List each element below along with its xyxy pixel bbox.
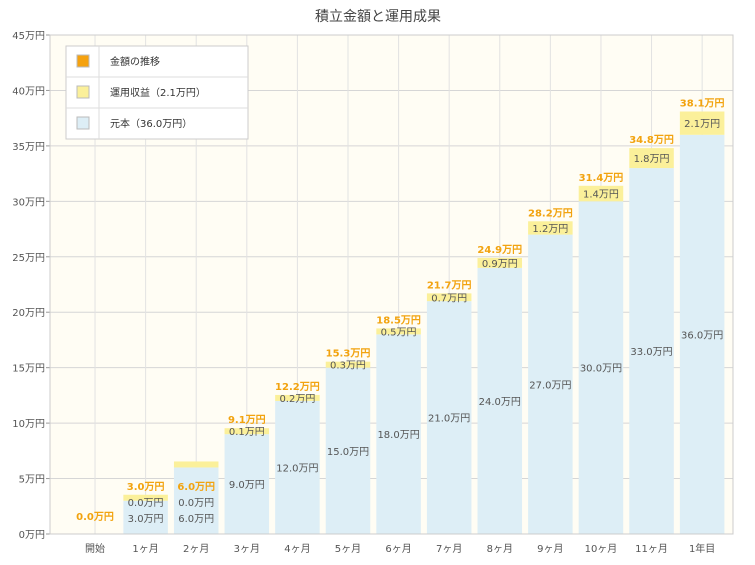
y-tick-label: 5万円: [19, 475, 45, 486]
profit-value-label: 0.3万円: [330, 361, 366, 372]
profit-bar: [679, 111, 725, 135]
profit-value-label: 1.2万円: [532, 224, 568, 235]
x-tick-label: 2ヶ月: [183, 543, 209, 555]
y-tick-label: 0万円: [19, 530, 45, 541]
total-value-label: 0.0万円: [76, 511, 114, 523]
total-value-label: 6.0万円: [177, 481, 215, 493]
y-tick-label: 25万円: [12, 253, 45, 264]
total-value-label: 3.0万円: [127, 481, 165, 493]
profit-bar: [477, 257, 523, 268]
x-tick-label: 9ヶ月: [537, 543, 563, 555]
legend-swatch: [76, 85, 90, 99]
principal-bar: [173, 467, 219, 534]
x-tick-label: 4ヶ月: [284, 543, 310, 555]
principal-value-label: 9.0万円: [229, 480, 265, 491]
plot-frame: [49, 34, 734, 535]
profit-value-label: 0.1万円: [229, 427, 265, 438]
principal-value-label: 12.0万円: [276, 463, 318, 474]
profit-value-label: 0.7万円: [431, 293, 467, 304]
profit-value-label: 2.1万円: [684, 119, 720, 130]
principal-value-label: 21.0万円: [428, 414, 470, 425]
principal-bar: [376, 334, 421, 534]
principal-value-label: 18.0万円: [377, 430, 419, 441]
x-tick-label: 3ヶ月: [234, 543, 260, 555]
total-value-label: 28.2万円: [528, 207, 573, 219]
principal-bar: [426, 301, 472, 534]
x-tick-label: 10ヶ月: [585, 543, 618, 555]
principal-value-label: 33.0万円: [630, 347, 672, 358]
y-tick-label: 20万円: [12, 308, 45, 319]
legend-swatch: [76, 116, 90, 130]
principal-value-label: 27.0万円: [529, 380, 571, 391]
profit-bar: [275, 394, 320, 401]
principal-value-label: 3.0万円: [128, 514, 164, 525]
profit-bar: [376, 328, 421, 335]
total-value-label: 24.9万円: [477, 244, 522, 256]
principal-bar: [629, 168, 674, 535]
legend-label: 元本（36.0万円）: [110, 117, 192, 130]
y-tick-label: 30万円: [12, 197, 45, 208]
x-tick-label: 11ヶ月: [635, 543, 668, 555]
total-value-label: 12.2万円: [275, 381, 320, 393]
total-value-label: 21.7万円: [427, 279, 472, 291]
principal-bar: [477, 267, 523, 534]
profit-bar: [528, 221, 573, 235]
total-value-label: 34.8万円: [629, 134, 674, 146]
principal-value-label: 24.0万円: [479, 397, 521, 408]
y-tick-label: 45万円: [12, 31, 45, 42]
y-tick-label: 35万円: [12, 142, 45, 153]
legend-label: 金額の推移: [110, 55, 160, 68]
profit-bar: [123, 494, 168, 501]
chart-title: 積立金額と運用成果: [315, 9, 441, 25]
total-value-label: 38.1万円: [680, 98, 725, 110]
legend-label: 運用収益（2.1万円）: [110, 86, 206, 99]
principal-value-label: 6.0万円: [178, 514, 214, 525]
total-value-label: 9.1万円: [228, 414, 266, 426]
principal-bar: [224, 434, 270, 534]
profit-value-label: 1.4万円: [583, 190, 619, 201]
profit-bar: [325, 361, 371, 368]
principal-bar: [123, 500, 168, 534]
legend-swatch: [76, 54, 90, 68]
principal-bar: [679, 134, 725, 535]
y-tick-label: 40万円: [12, 86, 45, 97]
x-tick-label: 6ヶ月: [385, 543, 411, 555]
profit-value-label: 0.0万円: [128, 498, 164, 509]
total-value-label: 18.5万円: [376, 314, 421, 326]
total-value-label: 15.3万円: [326, 348, 371, 360]
x-tick-label: 7ヶ月: [436, 543, 462, 555]
profit-value-label: 0.0万円: [178, 498, 214, 509]
legend-box: [65, 45, 249, 140]
profit-value-label: 0.9万円: [482, 259, 518, 270]
principal-value-label: 30.0万円: [580, 364, 622, 375]
profit-bar: [426, 293, 472, 302]
x-tick-label: 1年目: [689, 542, 715, 555]
profit-bar: [173, 461, 219, 468]
y-tick-label: 10万円: [12, 419, 45, 430]
profit-bar: [629, 148, 674, 169]
principal-bar: [528, 234, 573, 534]
profit-value-label: 1.8万円: [634, 154, 670, 165]
principal-bar: [275, 400, 320, 534]
profit-bar: [224, 428, 270, 435]
x-tick-label: 8ヶ月: [487, 543, 513, 555]
x-tick-label: 1ヶ月: [132, 543, 158, 555]
principal-bar: [325, 367, 371, 534]
principal-bar: [578, 201, 624, 535]
y-tick-label: 15万円: [12, 364, 45, 375]
x-tick-label: 5ヶ月: [335, 543, 361, 555]
profit-value-label: 0.5万円: [381, 327, 417, 338]
profit-value-label: 0.2万円: [279, 394, 315, 405]
principal-value-label: 15.0万円: [327, 447, 369, 458]
principal-value-label: 36.0万円: [681, 330, 723, 341]
total-value-label: 31.4万円: [579, 172, 624, 184]
profit-bar: [578, 185, 624, 202]
x-tick-label: 開始: [85, 542, 105, 555]
